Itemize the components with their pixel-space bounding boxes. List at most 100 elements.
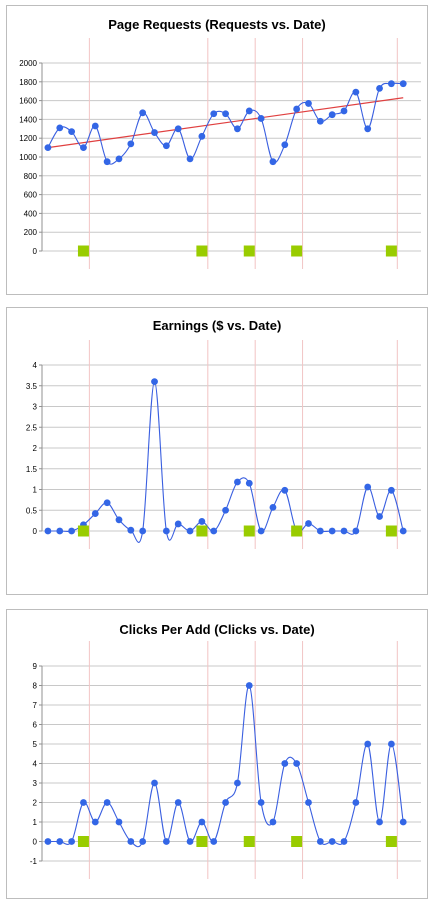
data-point bbox=[305, 520, 312, 527]
data-point bbox=[103, 158, 111, 166]
data-point bbox=[162, 142, 170, 150]
data-point bbox=[257, 115, 265, 122]
y-tick-label: 0 bbox=[33, 527, 38, 536]
data-point bbox=[139, 527, 147, 535]
event-marker bbox=[385, 525, 397, 537]
data-point bbox=[222, 506, 229, 514]
data-point bbox=[222, 110, 229, 118]
y-tick-label: 7 bbox=[33, 701, 38, 710]
y-tick-label: 4 bbox=[33, 361, 38, 370]
data-point bbox=[151, 378, 158, 385]
data-point bbox=[376, 818, 383, 826]
y-tick-label: -1 bbox=[30, 857, 38, 866]
data-point bbox=[210, 838, 218, 845]
y-tick-label: 1200 bbox=[19, 134, 37, 143]
data-point bbox=[364, 125, 372, 133]
y-tick-label: 2000 bbox=[19, 59, 37, 68]
event-marker bbox=[77, 245, 89, 257]
data-point bbox=[257, 799, 265, 806]
data-point bbox=[210, 527, 218, 535]
data-point bbox=[376, 513, 383, 520]
y-tick-label: 0 bbox=[33, 838, 38, 847]
data-point bbox=[245, 479, 253, 487]
event-marker bbox=[385, 245, 397, 257]
y-tick-label: 600 bbox=[24, 191, 38, 200]
data-point bbox=[387, 80, 395, 88]
data-point bbox=[340, 527, 348, 535]
data-point bbox=[364, 483, 372, 491]
data-point bbox=[127, 838, 135, 845]
data-point bbox=[139, 109, 147, 117]
data-point bbox=[80, 144, 87, 152]
data-point bbox=[56, 838, 64, 845]
data-point bbox=[186, 527, 194, 535]
data-point bbox=[387, 486, 395, 494]
data-point bbox=[305, 100, 312, 107]
data-point bbox=[162, 838, 170, 845]
data-point bbox=[174, 799, 182, 806]
y-tick-label: 0.5 bbox=[26, 506, 38, 515]
chart-panel-clicks-per-add: Clicks Per Add (Clicks vs. Date) -1 0 1 2 3 4… bbox=[6, 609, 428, 899]
data-point bbox=[56, 124, 64, 132]
y-tick-label: 800 bbox=[24, 172, 38, 181]
data-point bbox=[234, 125, 241, 133]
data-point bbox=[328, 838, 336, 845]
data-point bbox=[281, 141, 289, 149]
data-point bbox=[174, 125, 182, 133]
y-tick-label: 0 bbox=[33, 247, 38, 256]
chart-title: Clicks Per Add (Clicks vs. Date) bbox=[119, 622, 314, 637]
y-tick-label: 8 bbox=[33, 682, 38, 691]
data-point bbox=[305, 799, 312, 806]
data-point bbox=[186, 838, 194, 845]
data-point bbox=[44, 527, 52, 535]
data-point bbox=[364, 740, 372, 748]
y-tick-label: 4 bbox=[33, 760, 38, 769]
data-point bbox=[316, 117, 324, 125]
chart-page-requests: Page Requests (Requests vs. Date) 0 200 40… bbox=[19, 17, 421, 269]
data-point bbox=[234, 478, 241, 486]
chart-earnings: Earnings ($ vs. Date) 0 0.5 1 1.5 2 2.5 3 3.5 4 bbox=[26, 318, 421, 549]
data-point bbox=[316, 838, 324, 845]
data-point bbox=[151, 129, 158, 136]
data-point bbox=[44, 838, 52, 845]
event-marker bbox=[291, 836, 303, 847]
y-tick-label: 3 bbox=[33, 403, 38, 412]
data-point bbox=[68, 128, 76, 136]
event-marker bbox=[77, 525, 89, 537]
data-point bbox=[151, 779, 158, 787]
data-point bbox=[281, 486, 289, 494]
data-point bbox=[56, 527, 64, 535]
data-point bbox=[103, 799, 111, 806]
y-tick-label: 3.5 bbox=[26, 382, 38, 391]
y-tick-label: 3 bbox=[33, 779, 38, 788]
data-point bbox=[387, 740, 395, 748]
data-point bbox=[127, 140, 135, 148]
y-tick-label: 1 bbox=[33, 818, 38, 827]
data-point bbox=[44, 144, 52, 152]
event-marker bbox=[243, 525, 255, 537]
data-point bbox=[162, 527, 170, 535]
event-marker bbox=[385, 836, 397, 847]
data-point bbox=[399, 527, 407, 535]
event-marker bbox=[291, 525, 303, 537]
data-point bbox=[198, 132, 206, 140]
series-line bbox=[47, 684, 404, 848]
event-marker bbox=[196, 525, 208, 537]
data-point bbox=[269, 503, 277, 511]
data-point bbox=[340, 107, 348, 115]
data-point bbox=[80, 799, 87, 806]
data-point bbox=[376, 84, 383, 92]
y-tick-label: 6 bbox=[33, 721, 38, 730]
data-point bbox=[198, 518, 206, 525]
data-point bbox=[245, 107, 253, 115]
event-marker bbox=[243, 245, 255, 257]
data-point bbox=[352, 527, 360, 535]
chart-panel-page-requests: Page Requests (Requests vs. Date) 0 200 40… bbox=[6, 5, 428, 295]
data-point bbox=[139, 838, 147, 845]
trend-line bbox=[47, 97, 404, 149]
y-tick-label: 2 bbox=[33, 799, 38, 808]
y-tick-label: 1 bbox=[33, 486, 38, 495]
data-point bbox=[340, 838, 348, 845]
event-marker bbox=[291, 245, 303, 257]
data-point bbox=[316, 527, 324, 535]
